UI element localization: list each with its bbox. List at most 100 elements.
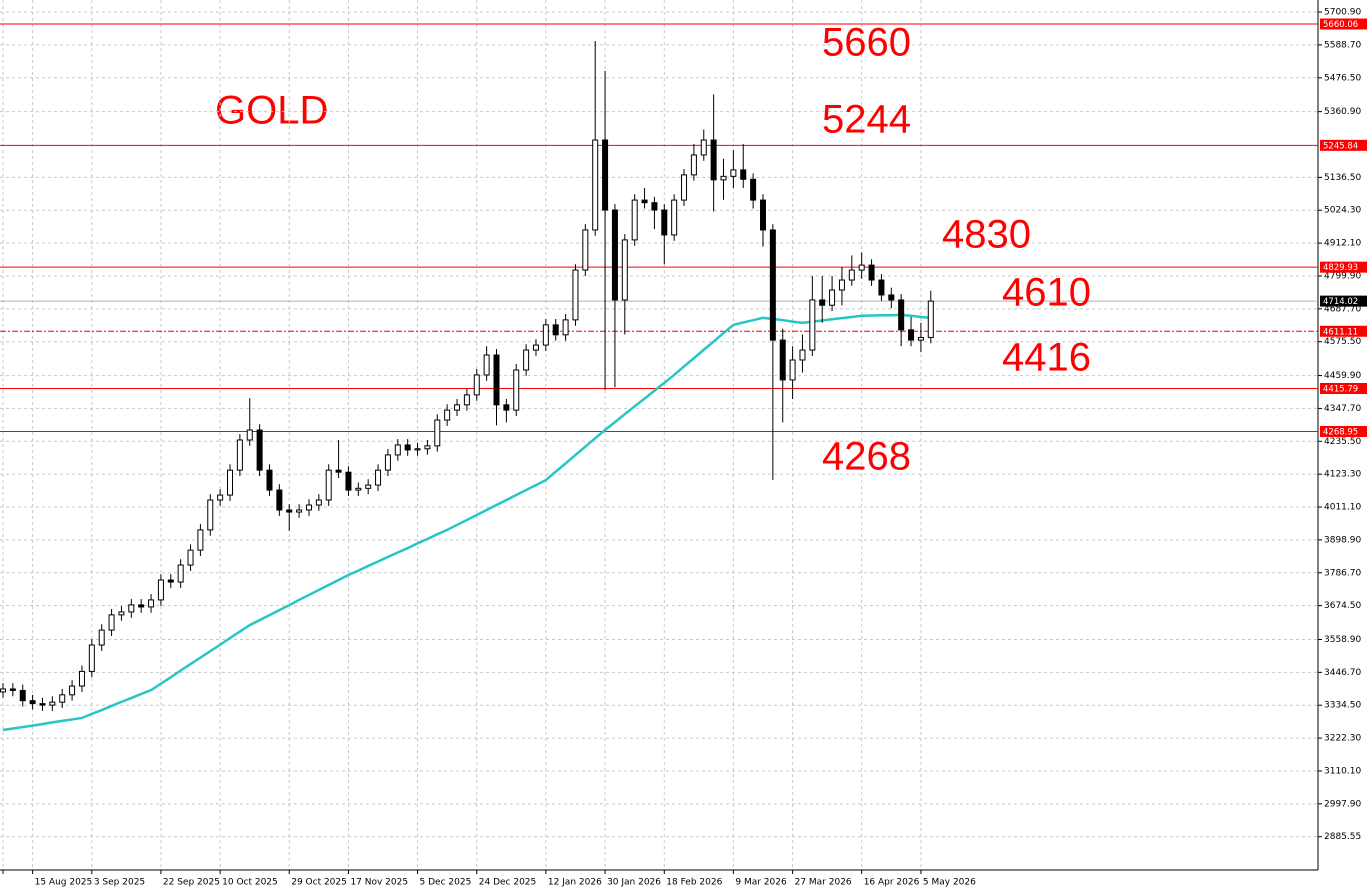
candle-body: [108, 614, 115, 631]
candle-body: [483, 354, 490, 376]
candle-body: [838, 279, 845, 291]
candle-body: [888, 294, 895, 301]
level-label: 4829.93: [1323, 263, 1358, 273]
candle-body: [276, 489, 283, 511]
candle-body: [513, 369, 520, 411]
candle-body: [19, 689, 26, 702]
candle-body: [414, 448, 421, 451]
x-tick-label: 15 Aug 2025: [35, 878, 93, 888]
candle-body: [444, 409, 451, 421]
candle-body: [769, 229, 776, 341]
candle-body: [256, 429, 263, 471]
candle-body: [799, 349, 806, 361]
candle-body: [493, 354, 500, 406]
candle-body: [572, 269, 579, 321]
x-tick-label: 22 Sep 2025: [163, 878, 220, 888]
level-label: 4611.11: [1323, 327, 1358, 337]
y-tick-label: 3558.90: [1324, 635, 1361, 645]
chart-title: GOLD: [215, 89, 328, 133]
candle-body: [868, 264, 875, 281]
x-tick-label: 5 Dec 2025: [420, 878, 472, 888]
y-tick-label: 5360.90: [1324, 107, 1361, 117]
candle-body: [59, 694, 66, 703]
candle-body: [148, 599, 155, 608]
candle-body: [611, 209, 618, 301]
candle-body: [167, 579, 174, 583]
candle-body: [917, 336, 924, 341]
y-tick-label: 5588.70: [1324, 40, 1361, 50]
candle-body: [39, 703, 46, 706]
y-tick-label: 3110.10: [1324, 766, 1361, 776]
candle-body: [305, 504, 312, 511]
candle-body: [197, 529, 204, 551]
x-tick-label: 27 Mar 2026: [795, 878, 852, 888]
x-tick-label: 29 Oct 2025: [291, 878, 347, 888]
y-tick-label: 4347.70: [1324, 404, 1361, 414]
x-tick-label: 3 Sep 2025: [94, 878, 145, 888]
candle-body: [424, 445, 431, 450]
x-tick-label: 9 Mar 2026: [735, 878, 787, 888]
level-label-box: [1320, 425, 1367, 437]
candle-body: [286, 509, 293, 513]
level-label: 4415.79: [1323, 384, 1358, 394]
candle-body: [473, 374, 480, 396]
x-tick-label: 24 Dec 2025: [479, 878, 537, 888]
candle-body: [908, 329, 915, 341]
y-tick-label: 3898.90: [1324, 535, 1361, 545]
candle-body: [177, 564, 184, 583]
candle-body: [848, 269, 855, 281]
y-tick-label: 5024.30: [1324, 206, 1361, 216]
candle-body: [542, 324, 549, 346]
candle-body: [384, 454, 391, 471]
level-label-box: [1320, 139, 1367, 151]
candle-body: [809, 299, 816, 351]
candle-body: [878, 279, 885, 296]
y-tick-label: 3446.70: [1324, 668, 1361, 678]
plot-area: [0, 0, 1318, 870]
annotation: 4610: [1002, 271, 1091, 315]
candle-body: [0, 688, 6, 693]
y-tick-label: 4575.50: [1324, 337, 1361, 347]
candle-body: [138, 604, 145, 608]
annotation: 4416: [1002, 336, 1091, 380]
candle-body: [69, 685, 76, 696]
candle-body: [730, 169, 737, 177]
candle-body: [187, 549, 194, 566]
candle-body: [858, 264, 865, 271]
candle-body: [217, 494, 224, 501]
annotation: 4268: [822, 435, 911, 479]
annotation: 5244: [822, 98, 911, 142]
candle-body: [681, 174, 688, 201]
x-tick-label: 12 Jan 2026: [548, 878, 602, 888]
y-tick-label: 4799.90: [1324, 271, 1361, 281]
candle-body: [621, 239, 628, 301]
level-label: 5660.06: [1323, 20, 1358, 30]
level-label-box: [1320, 18, 1367, 30]
candle-body: [365, 484, 372, 489]
candle-body: [246, 429, 253, 441]
x-tick-label: 17 Nov 2025: [350, 878, 408, 888]
level-label-box: [1320, 382, 1367, 394]
candle-body: [434, 419, 441, 447]
y-tick-label: 5476.50: [1324, 73, 1361, 83]
candle-body: [829, 289, 836, 306]
candle-body: [671, 199, 678, 236]
candle-body: [296, 509, 303, 513]
level-label: 5245.84: [1323, 141, 1358, 151]
candle-body: [789, 359, 796, 381]
candle-body: [582, 229, 589, 271]
candle-body: [236, 439, 243, 471]
candle-body: [118, 611, 125, 616]
y-tick-label: 3334.50: [1324, 701, 1361, 711]
annotation: 5660: [822, 21, 911, 65]
candle-body: [759, 199, 766, 231]
x-tick-label: 30 Jan 2026: [607, 878, 661, 888]
candle-body: [661, 209, 668, 236]
candle-body: [779, 339, 786, 381]
level-label: 4268.95: [1323, 427, 1358, 437]
y-tick-label: 4459.90: [1324, 371, 1361, 381]
y-tick-label: 3222.30: [1324, 734, 1361, 744]
candle-body: [78, 670, 85, 687]
